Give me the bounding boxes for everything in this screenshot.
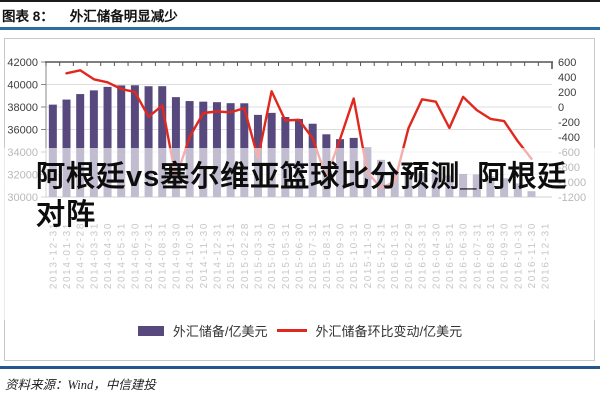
footer-separator-rule: [0, 366, 600, 369]
y-axis-right-label: -200: [558, 117, 580, 129]
legend-bar-label: 外汇储备/亿美元: [172, 324, 268, 339]
chart-title: 图表 8： 外汇储备明显减少: [2, 5, 178, 25]
legend-line-label: 外汇储备环比变动/亿美元: [315, 324, 463, 339]
y-axis-left-label: 42000: [7, 57, 38, 69]
fx-reserve-bar: [117, 85, 126, 197]
fx-reserve-bar: [144, 86, 153, 197]
legend-line-swatch: [276, 329, 307, 332]
overlay-headline: 阿根廷vs塞尔维亚篮球比分预测_阿根廷对阵: [36, 161, 568, 232]
y-axis-left-label: 38000: [7, 102, 38, 114]
fx-reserve-bar: [89, 90, 98, 197]
y-axis-right-label: 0: [558, 102, 564, 114]
legend-bar-swatch: [137, 325, 164, 336]
chart-title-prefix: 图表 8：: [2, 9, 54, 24]
mom-change-line: [65, 69, 533, 190]
fx-reserve-bar: [158, 86, 167, 197]
chart-title-text: 外汇储备明显减少: [69, 9, 178, 24]
fx-reserve-bar: [130, 85, 139, 197]
page-top-border: [0, 0, 600, 2]
headline-backdrop: [0, 148, 600, 320]
y-axis-left-label: 36000: [7, 125, 38, 137]
y-axis-right-label: 200: [558, 87, 576, 99]
fx-reserve-bar: [103, 86, 112, 197]
fx-reserve-bar: [76, 94, 85, 197]
y-axis-left-label: 40000: [7, 80, 38, 92]
y-axis-right-label: -400: [558, 132, 580, 144]
chart-legend: 外汇储备/亿美元 外汇储备环比变动/亿美元: [0, 321, 600, 340]
y-axis-right-label: 400: [558, 72, 576, 84]
title-separator-rule: [0, 27, 600, 30]
footer-source: 资料来源：Wind，中信建投: [5, 378, 156, 392]
y-axis-right-label: 600: [558, 57, 576, 69]
fx-reserve-bar: [171, 97, 180, 197]
